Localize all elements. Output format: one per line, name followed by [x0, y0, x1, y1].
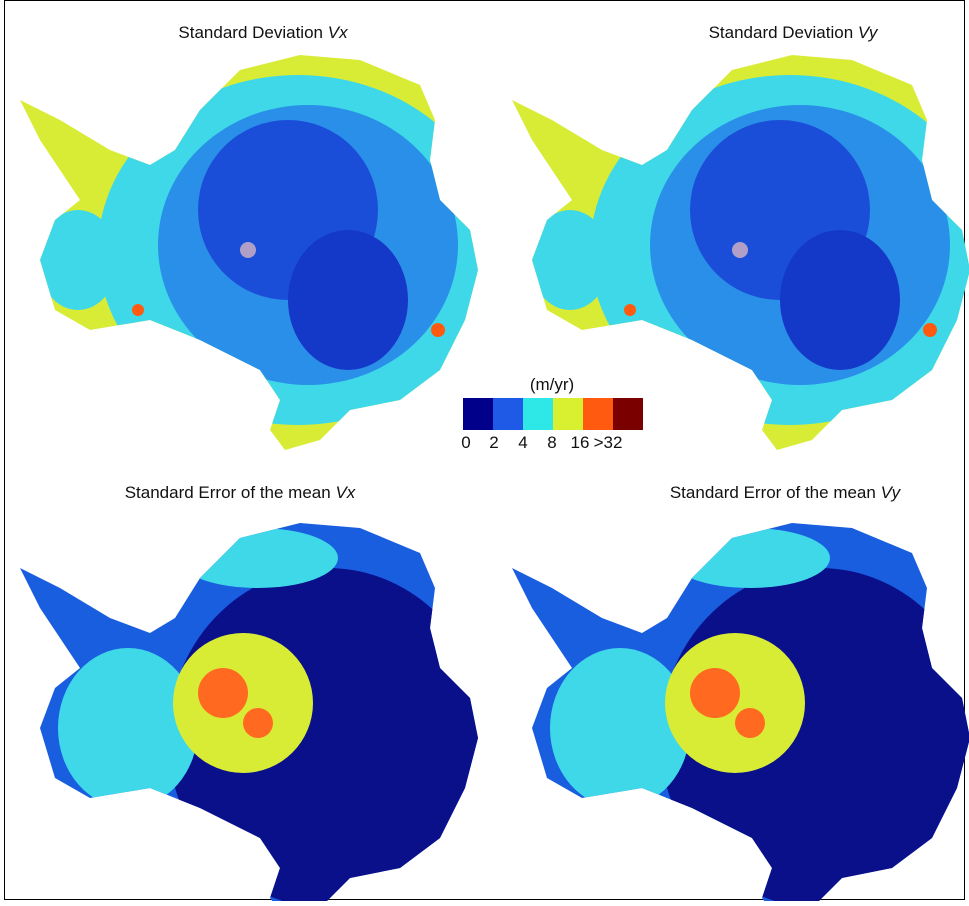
colorbar-label: >32 [594, 433, 623, 452]
text: Standard Error of the mean [125, 483, 331, 502]
text: Standard Deviation [178, 23, 323, 42]
map [510, 518, 969, 901]
panel-title: Standard Error of the mean Vy [670, 483, 902, 502]
map [18, 50, 498, 460]
map [18, 518, 488, 901]
colorbar-label: 16 [571, 433, 590, 452]
text: Standard Error of the mean [670, 483, 876, 502]
colorbar-label: 0 [461, 433, 470, 452]
color-swatch [523, 398, 553, 430]
panel-title: Standard Deviation Vx [178, 23, 348, 42]
colorbar-unit: (m/yr) [530, 375, 574, 394]
text: Standard Deviation [709, 23, 854, 42]
colorbar-label: 4 [518, 433, 527, 452]
colorbar-label: 8 [547, 433, 556, 452]
color-swatch [583, 398, 613, 430]
text: Vx [328, 23, 348, 42]
frame [4, 0, 965, 900]
panel-title: Standard Error of the mean Vx [125, 483, 356, 502]
colorbar: (m/yr) 0 2 4 8 16 >32 [461, 375, 643, 452]
colorbar-label: 2 [489, 433, 498, 452]
text: Vy [858, 23, 879, 42]
color-swatch [613, 398, 643, 430]
color-swatch [463, 398, 493, 430]
color-swatch [493, 398, 523, 430]
panel-title: Standard Deviation Vy [709, 23, 879, 42]
text: Vx [335, 483, 355, 502]
color-swatch [553, 398, 583, 430]
text: Vy [881, 483, 902, 502]
